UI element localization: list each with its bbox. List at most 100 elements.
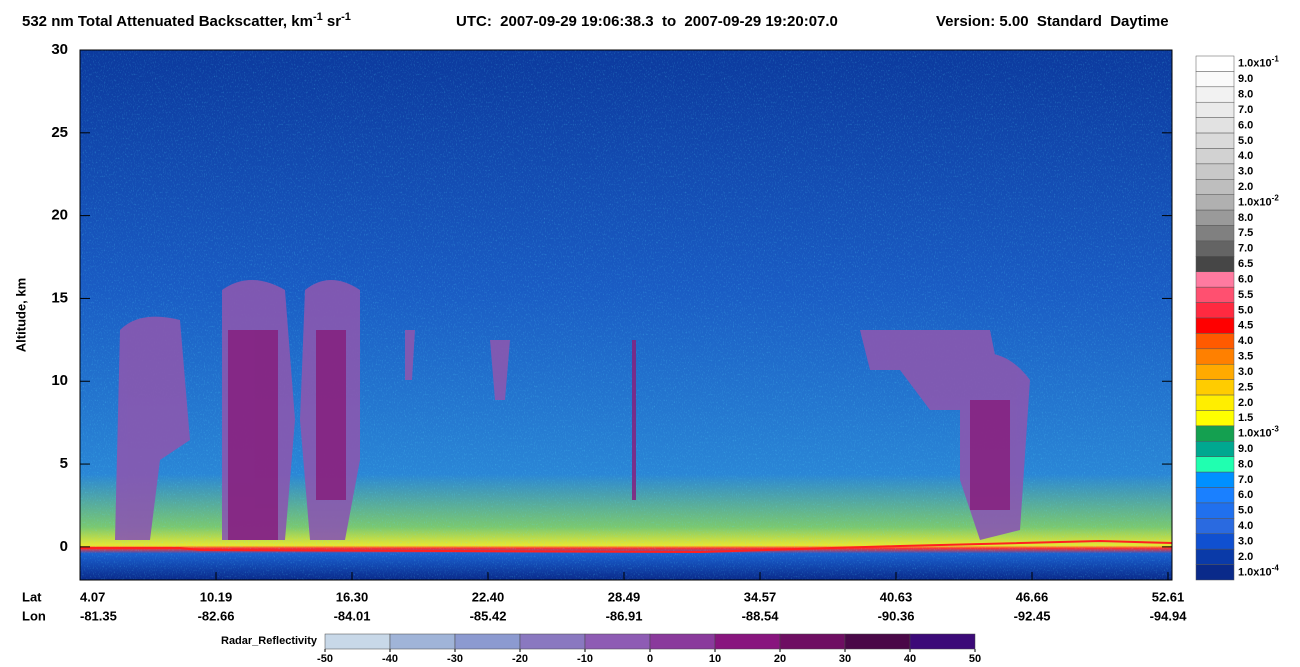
y-tick-label: 0 [60,538,68,555]
colorbar-swatch [1195,286,1235,303]
radar-swatch [584,633,651,650]
colorbar-label-text: 3.0 [1238,366,1253,378]
colorbar-label-text: 1.0x10 [1238,196,1272,208]
colorbar-swatch [1195,394,1235,411]
colorbar-label-text: 9.0 [1238,73,1253,85]
colorbar-swatch [1195,348,1235,365]
colorbar-label: 4.0 [1238,520,1253,532]
lon-label: -94.94 [1150,608,1188,623]
colorbar-swatch [1195,117,1235,134]
colorbar-label: 5.5 [1238,289,1253,301]
colorbar-swatch [1195,194,1235,211]
colorbar-label-text: 1.5 [1238,412,1253,424]
colorbar-swatch [1195,471,1235,488]
radar-tick-label: 20 [774,653,786,665]
colorbar-label: 4.5 [1238,320,1253,332]
colorbar-label: 1.0x10-1 [1238,55,1279,70]
colorbar-label: 8.0 [1238,88,1253,100]
radar-tick-label: -30 [447,653,463,665]
colorbar-label-text: 7.0 [1238,474,1253,486]
colorbar-label-text: 5.0 [1238,135,1253,147]
colorbar-label: 6.5 [1238,258,1253,270]
colorbar-swatch [1195,302,1235,319]
colorbar-swatch [1195,379,1235,396]
colorbar-swatch [1195,132,1235,149]
colorbar-label: 2.5 [1238,381,1253,393]
colorbar-label: 3.0 [1238,366,1253,378]
lat-label: 16.30 [336,589,369,604]
colorbar-label-text: 4.5 [1238,320,1253,332]
colorbar-swatch [1195,456,1235,473]
backscatter-image [80,50,1173,580]
colorbar-swatch [1195,148,1235,165]
colorbar-label-text: 2.5 [1238,381,1253,393]
lon-label: -81.35 [80,608,117,623]
radar-tick-label: 40 [904,653,916,665]
lat-label: 10.19 [200,589,233,604]
colorbar-label: 1.0x10-2 [1238,194,1279,209]
colorbar-label-text: 6.0 [1238,273,1253,285]
title-version: Version: 5.00 Standard Daytime [936,13,1169,30]
y-tick-label: 5 [60,455,68,472]
colorbar-swatch [1195,209,1235,226]
colorbar-label: 9.0 [1238,443,1253,455]
colorbar-swatch [1195,163,1235,180]
radar-tick-label: -40 [382,653,398,665]
colorbar-swatch [1195,271,1235,288]
colorbar-label-exponent: -4 [1272,563,1280,572]
radar-swatch [389,633,456,650]
colorbar-label: 6.0 [1238,273,1253,285]
y-tick-label: 15 [51,289,68,306]
colorbar-label-text: 2.0 [1238,551,1253,563]
radar-tick-label: 30 [839,653,851,665]
colorbar-swatch [1195,240,1235,257]
colorbar-label: 4.0 [1238,335,1253,347]
colorbar-label-text: 3.0 [1238,165,1253,177]
lat-label: 46.66 [1016,589,1049,604]
colorbar-swatch [1195,487,1235,504]
colorbar-label: 2.0 [1238,551,1253,563]
colorbar-swatch [1195,425,1235,442]
radar-swatch [324,633,391,650]
colorbar-label-text: 8.0 [1238,88,1253,100]
colorbar-label-exponent: -1 [1272,55,1280,64]
lat-label: 4.07 [80,589,105,604]
colorbar-label: 4.0 [1238,150,1253,162]
lon-label: -88.54 [742,608,780,623]
radar-tick-label: -10 [577,653,593,665]
plot-frame [79,49,1173,581]
radar-swatch [454,633,521,650]
colorbar-swatch [1195,548,1235,565]
radar-swatch [714,633,781,650]
colorbar-label-text: 2.0 [1238,181,1253,193]
radar-tick-label: -50 [317,653,333,665]
radar-swatch [909,633,976,650]
colorbar-swatch [1195,256,1235,273]
y-axis-label: Altitude, km [13,278,28,352]
lon-row-title: Lon [22,608,46,623]
chart-title: 532 nm Total Attenuated Backscatter, km-… [22,11,351,30]
colorbar-label-text: 5.0 [1238,304,1253,316]
radar-swatch [649,633,716,650]
y-tick-label: 30 [51,41,68,58]
colorbar-label: 5.0 [1238,304,1253,316]
colorbar-label: 8.0 [1238,458,1253,470]
colorbar-label-text: 5.5 [1238,289,1253,301]
title-exponent: -1 [313,11,323,23]
radar-tick-label: 50 [969,653,981,665]
colorbar-label-text: 7.5 [1238,227,1253,239]
title-utc: UTC: 2007-09-29 19:06:38.3 to 2007-09-29… [456,13,838,30]
colorbar-label: 7.0 [1238,104,1253,116]
lat-label: 22.40 [472,589,505,604]
lat-label: 28.49 [608,589,641,604]
colorbar-label-text: 1.0x10 [1238,58,1272,70]
colorbar-swatch [1195,179,1235,195]
colorbar-swatch [1195,225,1235,242]
colorbar-swatch [1195,333,1235,350]
colorbar-label-text: 3.0 [1238,535,1253,547]
lat-label: 34.57 [744,589,777,604]
colorbar-swatch [1195,86,1235,103]
radar-tick-label: -20 [512,653,528,665]
title-text: 532 nm Total Attenuated Backscatter, km [22,13,313,30]
colorbar-label-text: 8.0 [1238,458,1253,470]
